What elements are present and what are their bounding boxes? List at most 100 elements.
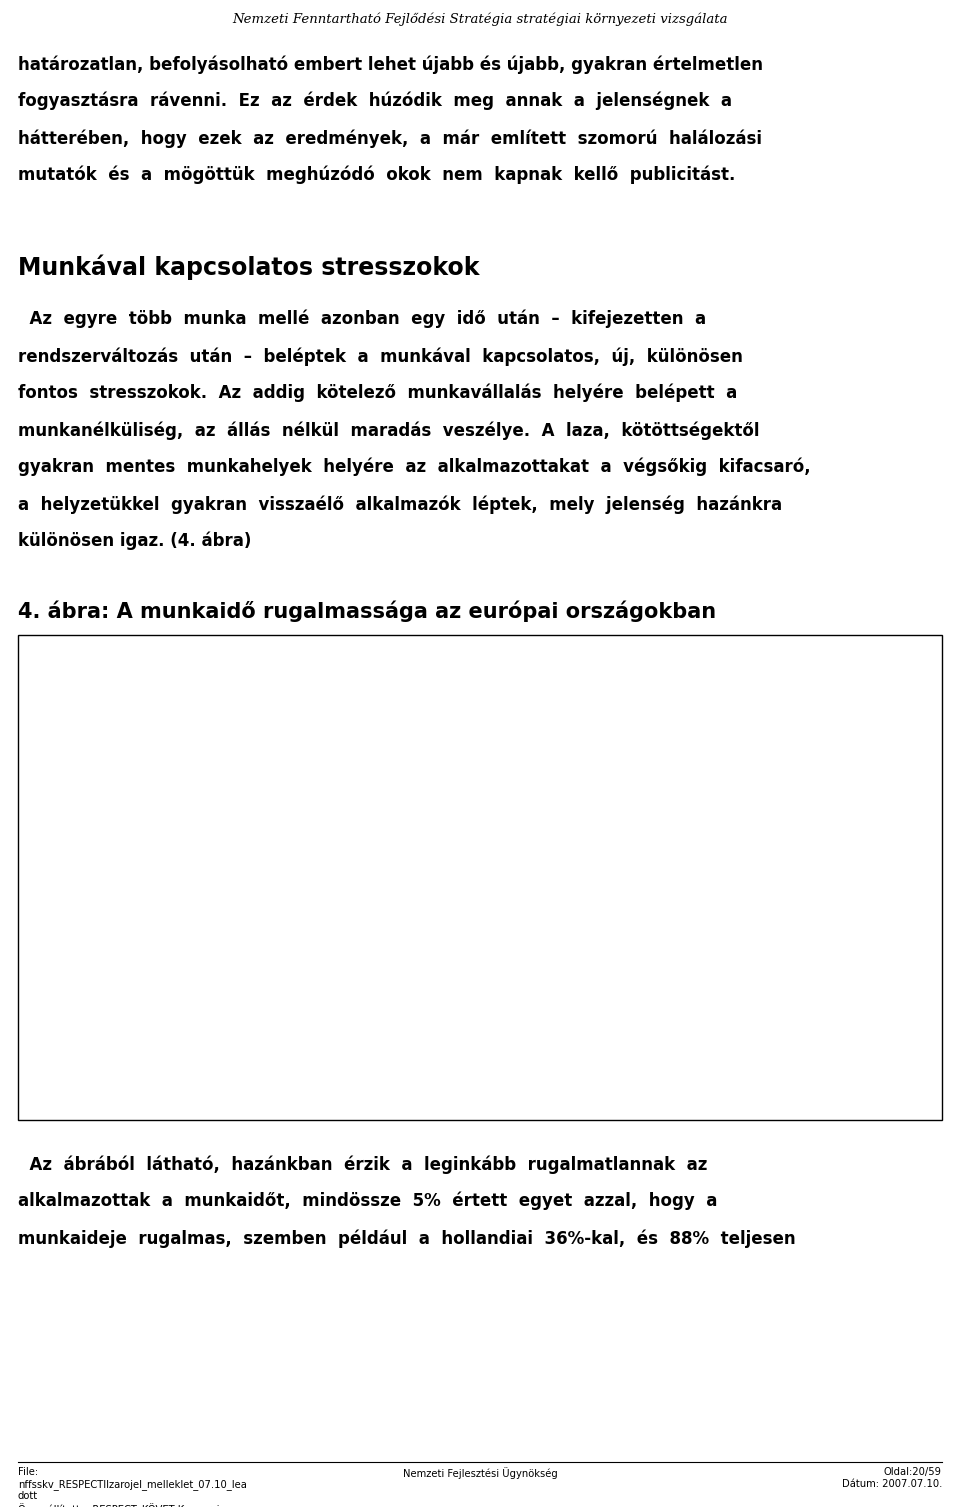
Text: 24: 24	[603, 1096, 614, 1105]
Text: 20: 20	[344, 1061, 355, 1070]
Text: 67: 67	[862, 1025, 874, 1034]
Text: 27: 27	[315, 1061, 326, 1070]
Text: 70: 70	[689, 1025, 701, 1034]
Text: 14: 14	[488, 1096, 499, 1105]
Text: 54: 54	[171, 1025, 182, 1034]
Text: 11: 11	[747, 1061, 758, 1070]
Bar	[907, 977, 928, 1007]
Bar	[486, 894, 507, 960]
Text: 24: 24	[401, 1096, 413, 1105]
Text: 16: 16	[286, 1061, 298, 1070]
Bar	[710, 990, 732, 1007]
Bar	[429, 833, 450, 886]
Bar	[289, 900, 310, 954]
Text: 19: 19	[459, 1061, 470, 1070]
Text: 82: 82	[747, 1025, 758, 1034]
Text: Az  ábrából  látható,  hazánkban  érzik  a  leginkább  rugalmatlannak  az: Az ábrából látható, hazánkban érzik a le…	[18, 1154, 708, 1174]
Text: 9: 9	[923, 1096, 928, 1105]
Text: 20: 20	[660, 1061, 672, 1070]
Text: 5: 5	[721, 1096, 727, 1105]
Text: Teljesen egyetért: Teljesen egyetért	[46, 1096, 130, 1106]
Bar	[710, 672, 732, 967]
Text: 7: 7	[779, 1096, 784, 1105]
Text: 88: 88	[718, 1025, 730, 1034]
Text: fontos  stresszokok.  Az  addig  kötelező  munkavállalás  helyére  belépett  a: fontos stresszokok. Az addig kötelező mu…	[18, 384, 737, 402]
Text: 10: 10	[632, 1061, 643, 1070]
Bar	[204, 933, 226, 1007]
Text: 25: 25	[603, 1061, 614, 1070]
Text: munkanélküliség,  az  állás  nélkül  maradás  veszélye.  A  laza,  kötöttségektő: munkanélküliség, az állás nélkül maradás…	[18, 420, 759, 440]
Bar	[401, 870, 422, 927]
Bar	[570, 823, 591, 930]
Bar	[823, 672, 844, 894]
Text: 81: 81	[776, 1025, 787, 1034]
Bar	[655, 910, 676, 977]
Bar	[598, 672, 619, 842]
Text: 21: 21	[545, 1096, 557, 1105]
Bar	[373, 672, 395, 829]
Text: 46: 46	[516, 1025, 528, 1034]
Bar	[401, 927, 422, 1007]
Text: Munkával kapcsolatos stresszokok: Munkával kapcsolatos stresszokok	[18, 255, 479, 280]
Text: Nemzeti Fenntartható Fejlődési Stratégia stratégiai környezeti vizsgálata: Nemzeti Fenntartható Fejlődési Stratégia…	[232, 12, 728, 26]
Text: 7: 7	[750, 1096, 756, 1105]
Text: a  helyzetükkel  gyakran  visszaélő  alkalmazók  léptek,  mely  jelenség  hazánk: a helyzetükkel gyakran visszaélő alkalma…	[18, 494, 782, 514]
Bar	[514, 930, 535, 1007]
Bar	[542, 672, 564, 812]
Bar	[261, 946, 282, 1007]
Text: 66: 66	[833, 1025, 845, 1034]
Text: 83: 83	[632, 1025, 643, 1034]
Text: 9: 9	[663, 1096, 669, 1105]
Bar	[346, 943, 367, 1007]
Bar	[232, 826, 253, 900]
Text: 7: 7	[807, 1096, 813, 1105]
Bar	[907, 672, 928, 924]
Text: 25: 25	[372, 1096, 384, 1105]
Text: 20: 20	[488, 1061, 499, 1070]
Text: 7: 7	[721, 1061, 727, 1070]
Bar	[346, 672, 367, 876]
Text: 55: 55	[257, 1025, 269, 1034]
Bar	[289, 954, 310, 1007]
Text: 20: 20	[833, 1061, 845, 1070]
Bar	[767, 984, 788, 1007]
Bar	[739, 946, 759, 984]
Bar	[795, 930, 816, 984]
Bar	[429, 886, 450, 1007]
Text: 23: 23	[459, 1096, 470, 1105]
Bar	[739, 672, 759, 946]
Bar	[795, 984, 816, 1007]
Bar	[458, 867, 479, 930]
Text: File:
nffsskv_RESPECTIIzarojel_melleklet_07.10_lea
dott
Összeállította: RESPECT_: File: nffsskv_RESPECTIIzarojel_melleklet…	[18, 1466, 247, 1507]
Text: 22: 22	[862, 1061, 874, 1070]
Bar	[683, 906, 704, 974]
Bar	[823, 894, 844, 960]
Bar	[655, 672, 676, 910]
Text: 22: 22	[228, 1061, 240, 1070]
Text: Kicsit egyetért: Kicsit egyetért	[46, 1059, 117, 1070]
Bar	[317, 672, 338, 856]
Bar	[542, 936, 564, 1007]
Bar	[626, 984, 647, 1007]
Bar	[177, 672, 198, 853]
Text: 6: 6	[894, 1096, 900, 1105]
Text: 16: 16	[286, 1096, 298, 1105]
Bar	[317, 946, 338, 1007]
Text: 46: 46	[228, 1025, 240, 1034]
Bar	[289, 672, 310, 900]
Text: 19: 19	[344, 1096, 355, 1105]
Text: különösen igaz. (4. ábra): különösen igaz. (4. ábra)	[18, 532, 252, 550]
Bar	[852, 672, 873, 897]
Bar	[204, 672, 226, 856]
Text: 32: 32	[574, 1061, 586, 1070]
Text: fogyasztásra  rávenni.  Ez  az  érdek  húzódik  meg  annak  a  jelenségnek  a: fogyasztásra rávenni. Ez az érdek húzódi…	[18, 92, 732, 110]
Text: 61: 61	[344, 1025, 355, 1034]
Text: 23: 23	[200, 1061, 211, 1070]
Text: alkalmazottak  a  munkaidőt,  mindössze  5%  értett  egyet  azzal,  hogy  a: alkalmazottak a munkaidőt, mindössze 5% …	[18, 1192, 717, 1210]
Text: 45: 45	[574, 1025, 586, 1034]
Text: 14: 14	[833, 1096, 845, 1105]
Text: 51: 51	[603, 1025, 614, 1034]
Text: 16: 16	[430, 1061, 442, 1070]
Bar	[626, 672, 647, 949]
Bar	[204, 856, 226, 933]
